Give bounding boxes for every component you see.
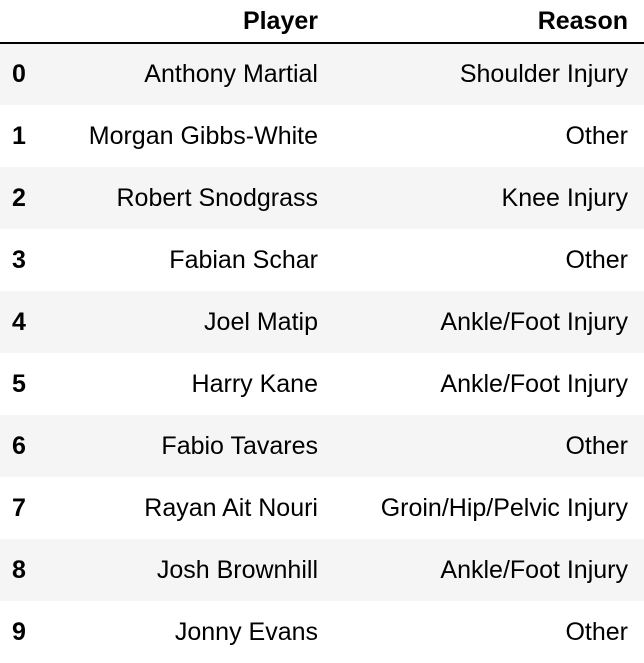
- reason-cell: Knee Injury: [501, 183, 628, 212]
- reason-cell: Ankle/Foot Injury: [440, 555, 628, 584]
- table-row: 9 Jonny Evans Other: [0, 601, 644, 663]
- table-row: 7 Rayan Ait Nouri Groin/Hip/Pelvic Injur…: [0, 477, 644, 539]
- reason-cell: Other: [565, 617, 628, 646]
- player-cell: Jonny Evans: [174, 617, 318, 646]
- table-header: Player Reason: [0, 0, 644, 44]
- player-cell: Robert Snodgrass: [116, 183, 318, 212]
- table-body: 0 Anthony Martial Shoulder Injury 1 Morg…: [0, 43, 644, 663]
- player-cell: Fabian Schar: [169, 245, 318, 274]
- player-cell: Joel Matip: [204, 307, 318, 336]
- row-index: 1: [12, 121, 26, 150]
- row-index: 9: [12, 617, 26, 646]
- row-index: 3: [12, 245, 26, 274]
- table-row: 3 Fabian Schar Other: [0, 229, 644, 291]
- row-index: 4: [12, 307, 26, 336]
- player-column-header: Player: [48, 0, 334, 44]
- reason-cell: Shoulder Injury: [459, 60, 628, 88]
- player-cell: Fabio Tavares: [161, 431, 318, 460]
- row-index: 5: [12, 369, 26, 398]
- table-row: 1 Morgan Gibbs-White Other: [0, 105, 644, 167]
- row-index: 8: [12, 555, 26, 584]
- reason-cell: Ankle/Foot Injury: [440, 307, 628, 336]
- row-index: 6: [12, 431, 26, 460]
- row-index: 7: [12, 493, 26, 522]
- table-row: 4 Joel Matip Ankle/Foot Injury: [0, 291, 644, 353]
- table-row: 6 Fabio Tavares Other: [0, 415, 644, 477]
- player-cell: Josh Brownhill: [156, 555, 318, 584]
- table-row: 2 Robert Snodgrass Knee Injury: [0, 167, 644, 229]
- reason-cell: Other: [565, 121, 628, 150]
- table-row: 0 Anthony Martial Shoulder Injury: [0, 43, 644, 105]
- reason-cell: Other: [565, 245, 628, 274]
- row-index: 0: [12, 60, 26, 88]
- player-cell: Rayan Ait Nouri: [144, 493, 318, 522]
- reason-cell: Other: [565, 431, 628, 460]
- player-cell: Harry Kane: [191, 369, 318, 398]
- table-row: 8 Josh Brownhill Ankle/Foot Injury: [0, 539, 644, 601]
- reason-column-header: Reason: [334, 0, 644, 44]
- player-cell: Morgan Gibbs-White: [88, 121, 318, 150]
- reason-cell: Groin/Hip/Pelvic Injury: [380, 493, 628, 522]
- reason-cell: Ankle/Foot Injury: [440, 369, 628, 398]
- index-column-header: [0, 0, 48, 44]
- player-cell: Anthony Martial: [144, 60, 318, 88]
- table-row: 5 Harry Kane Ankle/Foot Injury: [0, 353, 644, 415]
- header-row: Player Reason: [0, 0, 644, 44]
- row-index: 2: [12, 183, 26, 212]
